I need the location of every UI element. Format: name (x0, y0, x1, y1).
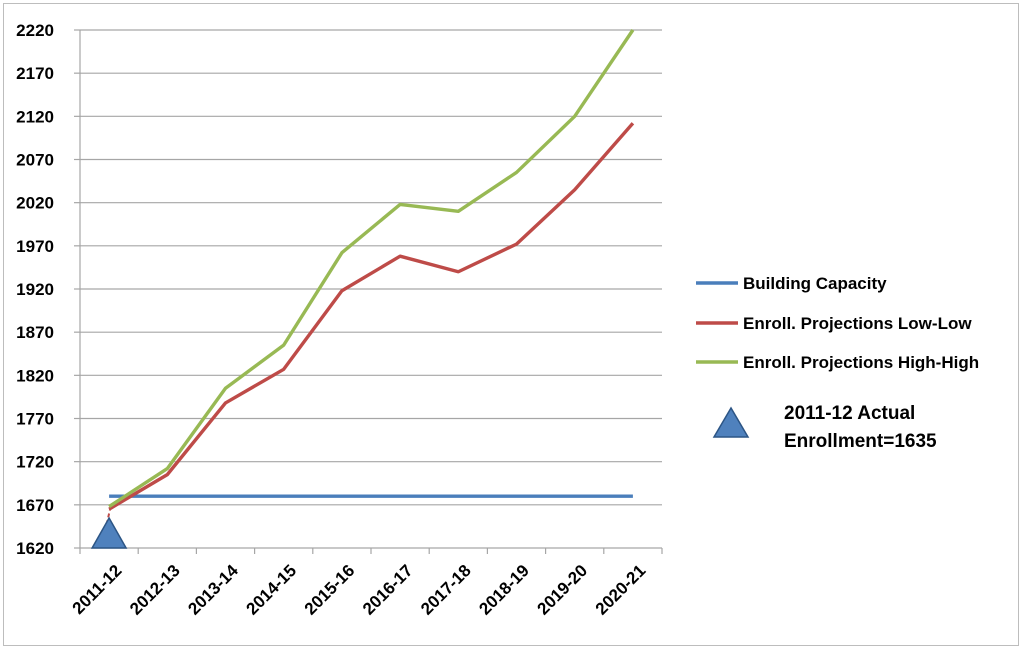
legend-label-3: Enroll. Projections High-High (743, 353, 979, 372)
legend-triangle-marker (712, 406, 750, 438)
series-line-2 (108, 122, 635, 511)
y-tick-label: 1670 (16, 496, 54, 515)
x-tick-label: 2013-14 (184, 561, 242, 619)
series-lines (104, 29, 635, 532)
grid-lines (80, 29, 662, 506)
x-tick-label: 2015-16 (301, 561, 359, 619)
x-tick-label: 2019-20 (534, 561, 592, 619)
x-tick-label: 2011-12 (69, 561, 126, 618)
y-tick-label: 1820 (16, 366, 54, 385)
y-tick-label: 1720 (16, 453, 54, 472)
y-tick-label: 2020 (16, 194, 54, 213)
x-tick-label: 2016-17 (359, 561, 417, 619)
y-tick-label: 1620 (16, 539, 54, 558)
x-tick-label: 2017-18 (417, 561, 475, 619)
axes (74, 29, 663, 554)
actual-enrollment-marker (90, 516, 128, 549)
y-tick-label: 2170 (16, 64, 54, 83)
chart-frame (3, 3, 1019, 646)
series-line-3 (108, 29, 635, 508)
y-tick-label: 1870 (16, 323, 54, 342)
x-tick-label: 2020-21 (592, 561, 650, 619)
y-tick-label: 1770 (16, 410, 54, 429)
y-tick-label: 1970 (16, 237, 54, 256)
y-tick-label: 1920 (16, 280, 54, 299)
x-tick-label: 2018-19 (475, 561, 533, 619)
annotation-line-2: Enrollment=1635 (784, 431, 937, 452)
x-axis-tick-labels: 2011-12 2012-13 2013-14 2014-15 2015-16 2016-… (69, 561, 650, 619)
y-axis-tick-labels: 1620 1670 1720 1770 1820 1870 1920 1970 2020 2070… (16, 21, 54, 558)
y-tick-label: 2220 (16, 21, 54, 40)
y-tick-label: 2120 (16, 107, 54, 126)
x-tick-label: 2012-13 (126, 561, 184, 619)
legend: Building Capacity Enroll. Projections Low… (696, 274, 979, 452)
x-tick-label: 2014-15 (243, 561, 301, 619)
legend-label-2: Enroll. Projections Low-Low (743, 314, 972, 333)
annotation-line-1: 2011-12 Actual (784, 403, 915, 424)
legend-label-1: Building Capacity (743, 274, 887, 293)
y-tick-label: 2070 (16, 151, 54, 170)
actual-enrollment-annotation (90, 516, 128, 549)
